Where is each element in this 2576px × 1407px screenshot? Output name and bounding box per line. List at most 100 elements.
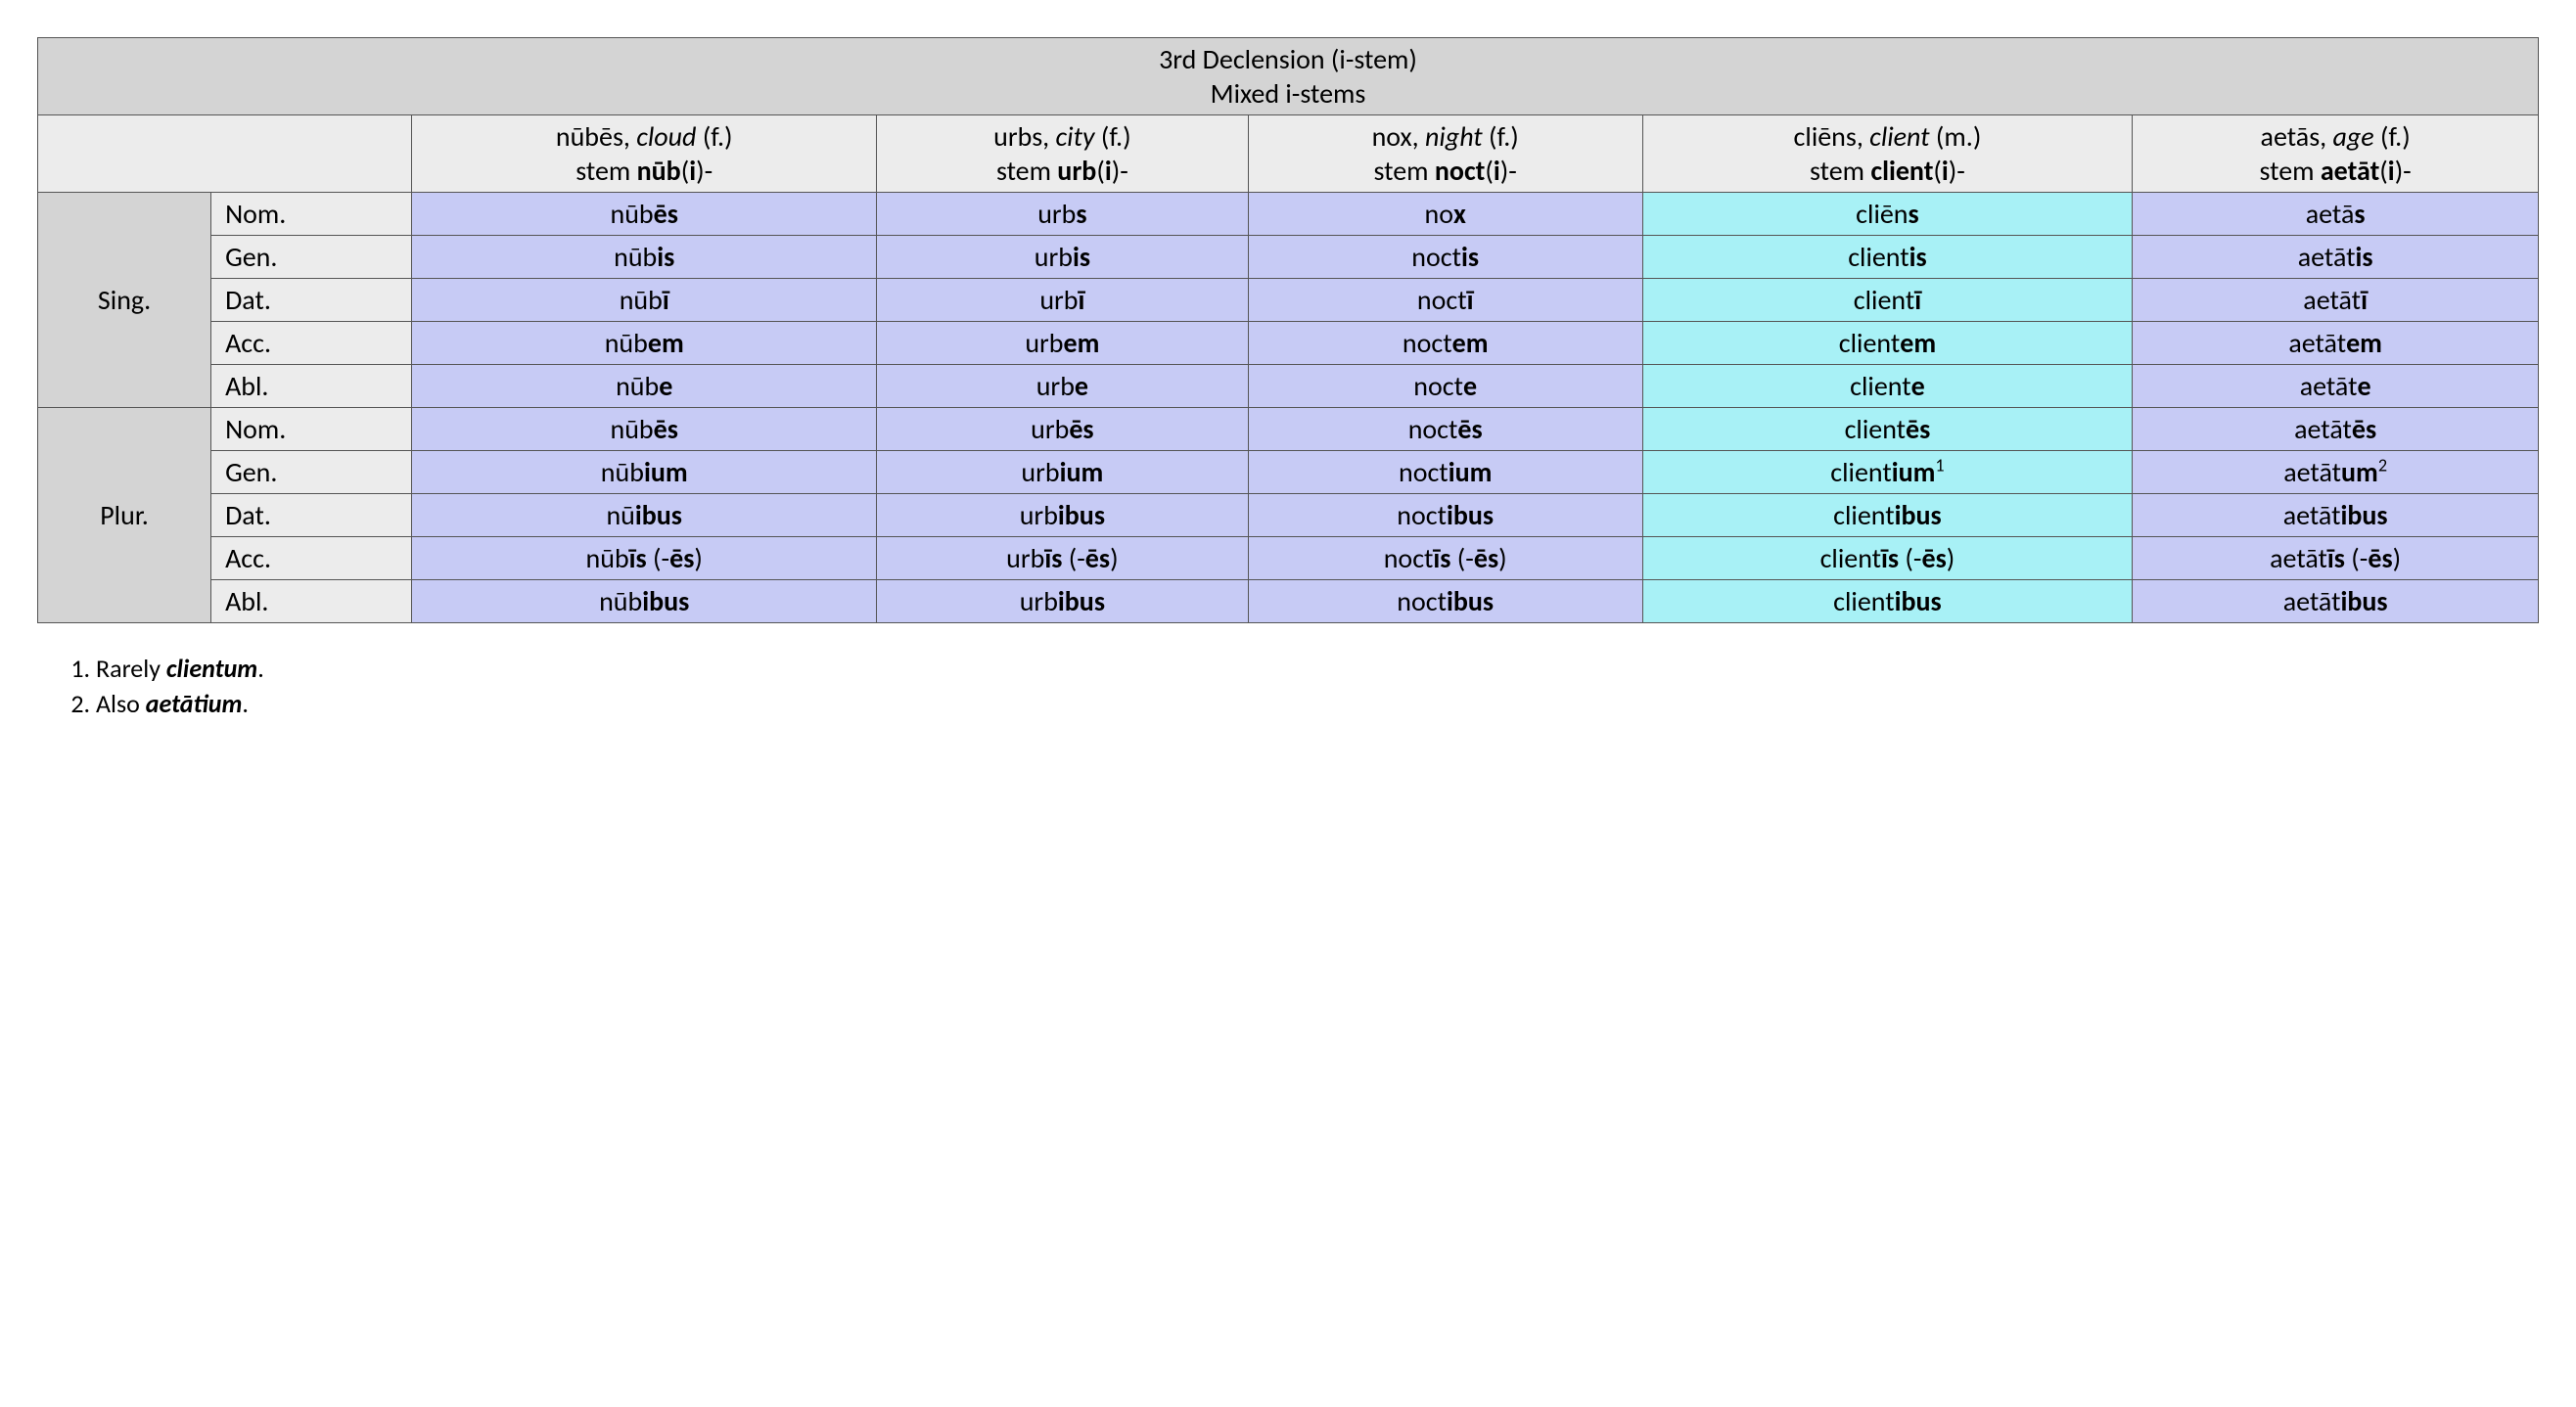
form-cell: noctēs [1248,408,1642,451]
ending: ium [1060,455,1104,489]
form-cell: urbī [876,279,1248,322]
footnote-ref: 2 [2378,455,2387,477]
form-cell: urbium [876,451,1248,494]
form-cell: nūbe [412,365,877,408]
form-cell: aetātibus [2133,494,2539,537]
footnote-term: aetātium [146,688,243,719]
ending: ī [1914,283,1921,317]
ending: ī [1467,283,1474,317]
footnote: Also aetātium. [96,688,2539,719]
gender: (f.) [2380,119,2411,154]
stem-part: nū [606,498,634,532]
ending: ium [644,455,688,489]
headword: nūbēs [556,119,623,154]
stem-part: client [1833,584,1894,618]
stem-part: client [1854,283,1914,317]
ending: ēs [1457,412,1482,446]
number-label: Sing. [38,193,211,408]
stem-part: urb [1021,455,1059,489]
stem-part: noct [1399,455,1449,489]
form-cell: nūbis [412,236,877,279]
form-cell: nūbēs [412,408,877,451]
stem-part: client [1848,240,1909,274]
ending: īs [2327,541,2345,575]
title-line-2: Mixed i-stems [1211,76,1366,111]
ending: x [1453,197,1466,231]
stem-part: noct [1411,240,1461,274]
stem-part: nūb [611,412,654,446]
form-cell: nūbīs (-ēs) [412,537,877,580]
gloss: age [2332,119,2373,154]
case-label: Dat. [211,494,412,537]
ending: s [2354,197,2365,231]
ending: ēs [654,197,678,231]
footnotes-list: Rarely clientum. Also aetātium. [37,653,2539,719]
form-cell: noctī [1248,279,1642,322]
ending: is [657,240,674,274]
form-cell: clientēs [1642,408,2133,451]
stem-part: aetāt [2283,498,2341,532]
form-cell: urbis [876,236,1248,279]
stem-part: urb [1037,197,1076,231]
stem-part: client [1850,369,1910,403]
form-cell: cliēns [1642,193,2133,236]
stem-part: noct [1413,369,1463,403]
column-header: urbs, city (f.)stem urb(i)- [876,115,1248,193]
table-row: Gen.nūbisurbisnoctisclientisaetātis [38,236,2539,279]
case-label: Dat. [211,279,412,322]
column-header: aetās, age (f.)stem aetāt(i)- [2133,115,2539,193]
form-cell: nūbī [412,279,877,322]
stem-part: urb [1006,541,1044,575]
ending: e [1463,369,1477,403]
form-cell: clientium1 [1642,451,2133,494]
ending: um [2341,455,2378,489]
stem-part: no [1425,197,1453,231]
stem: nūb [637,154,681,188]
stem-part: urb [1039,283,1078,317]
stem-part: client [1839,326,1900,360]
stem-part: urb [1020,584,1058,618]
form-cell: aetātīs (-ēs) [2133,537,2539,580]
stem: urb [1057,154,1096,188]
stem-part: aetāt [2300,369,2358,403]
form-cell: aetātī [2133,279,2539,322]
form-cell: clientī [1642,279,2133,322]
stem-part: noct [1403,326,1452,360]
ending: is [2355,240,2372,274]
stem: client [1870,154,1933,188]
form-cell: aetātēs [2133,408,2539,451]
stem-part: noct [1397,584,1447,618]
case-label: Abl. [211,580,412,623]
stem-part: urb [1031,412,1069,446]
declension-table: 3rd Declension (i-stem) Mixed i-stems nū… [37,37,2539,623]
footnote: Rarely clientum. [96,653,2539,684]
ending: ibus [1895,584,1942,618]
stem-part: noct [1397,498,1447,532]
form-cell: aetātibus [2133,580,2539,623]
ending: ibus [1447,584,1494,618]
form-cell: nox [1248,193,1642,236]
stem-part: aetāt [2288,326,2346,360]
table-row: Acc.nūbīs (-ēs)urbīs (-ēs)noctīs (-ēs)cl… [38,537,2539,580]
form-cell: clientibus [1642,494,2133,537]
ending: ibus [1447,498,1494,532]
stem-part: aetāt [2283,584,2341,618]
case-label: Gen. [211,236,412,279]
gender: (m.) [1936,119,1981,154]
form-cell: nūbium [412,451,877,494]
form-cell: urbem [876,322,1248,365]
ending: em [2346,326,2382,360]
ending: is [1909,240,1927,274]
form-cell: nūbem [412,322,877,365]
footnote-ref: 1 [1935,455,1944,477]
form-cell: noctis [1248,236,1642,279]
ending: em [1452,326,1489,360]
gender: (f.) [1101,119,1131,154]
form-cell: cliente [1642,365,2133,408]
footnote-term: clientum [166,653,257,684]
column-header: nox, night (f.)stem noct(i)- [1248,115,1642,193]
stem-part: aetāt [2303,283,2361,317]
table-row: Gen.nūbiumurbiumnoctiumclientium1aetātum… [38,451,2539,494]
ending: ibus [2340,498,2387,532]
gloss: night [1425,119,1483,154]
